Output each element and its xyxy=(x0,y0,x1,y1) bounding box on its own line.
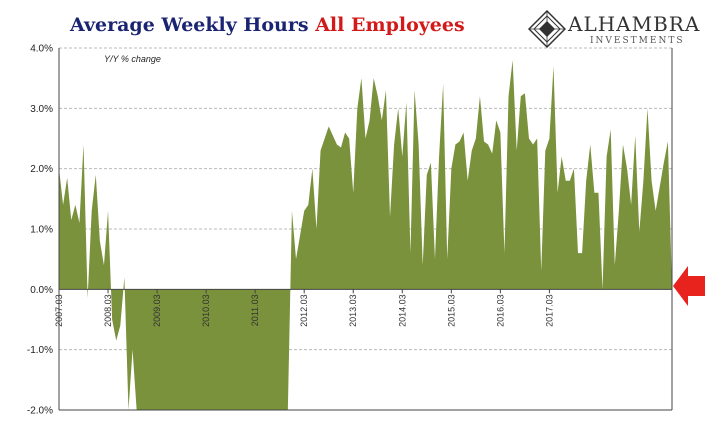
x-tick-label: 2017.03 xyxy=(544,294,554,327)
series-area xyxy=(59,60,672,410)
x-tick-label: 2013.03 xyxy=(348,294,358,327)
y-tick-label: 2.0% xyxy=(30,164,53,175)
area-layer xyxy=(59,60,672,410)
x-tick-label: 2014.03 xyxy=(397,294,407,327)
alhambra-logo: ALHAMBRA INVESTMENTS xyxy=(528,10,701,50)
y-tick-label: 0.0% xyxy=(30,285,53,296)
y-tick-label: 3.0% xyxy=(30,104,53,115)
chart-title-part2: All Employees xyxy=(315,14,465,36)
chart-title: Average Weekly Hours All Employees xyxy=(70,14,465,36)
red-arrow-marker xyxy=(673,266,705,306)
chart-title-part1: Average Weekly Hours xyxy=(70,14,316,36)
chart-subtitle: Y/Y % change xyxy=(104,54,161,64)
label-layer: 4.0% 3.0% 2.0% 1.0% 0.0% -1.0% -2.0% 2007.03 200… xyxy=(27,44,555,417)
y-tick-label: -2.0% xyxy=(27,406,53,417)
y-tick-label: 1.0% xyxy=(30,225,53,236)
x-tick-label: 2008.03 xyxy=(103,294,113,327)
y-tick-label: 4.0% xyxy=(30,44,53,55)
x-tick-label: 2009.03 xyxy=(152,294,162,327)
x-tick-label: 2011.03 xyxy=(250,294,260,326)
axis-layer xyxy=(58,48,673,411)
logo-name: ALHAMBRA xyxy=(568,12,701,36)
x-tick-label: 2010.03 xyxy=(201,294,211,327)
x-tick-label: 2016.03 xyxy=(495,294,505,327)
logo-sub: INVESTMENTS xyxy=(590,36,685,46)
y-tick-label: -1.0% xyxy=(27,345,53,356)
x-tick-label: 2007.03 xyxy=(54,294,64,327)
x-tick-label: 2012.03 xyxy=(299,294,309,327)
x-tick-label: 2015.03 xyxy=(446,294,456,327)
alhambra-diamond-icon xyxy=(528,10,566,48)
